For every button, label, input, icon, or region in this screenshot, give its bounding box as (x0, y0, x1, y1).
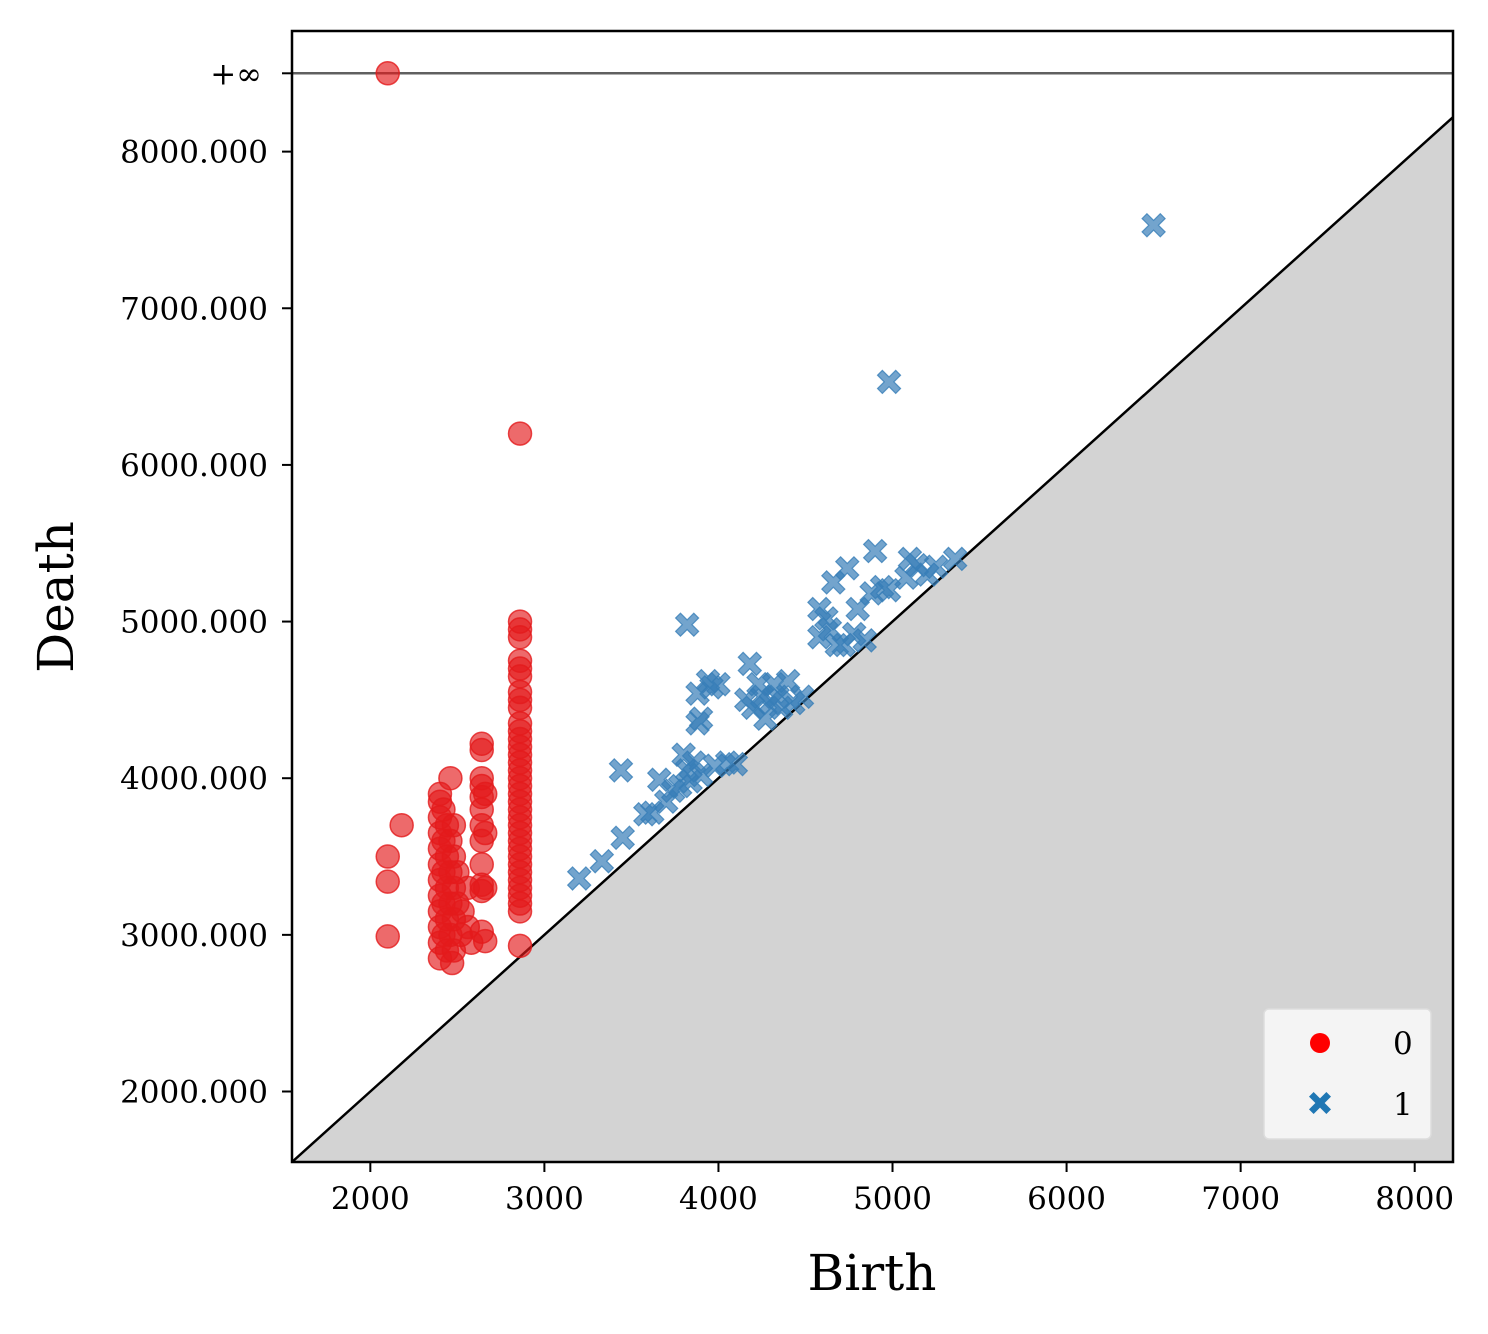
x-tick-label: 6000 (1027, 1181, 1106, 1217)
point-series-1 (1141, 212, 1166, 238)
point-series-0 (507, 624, 533, 650)
legend: 0 1 (1263, 1008, 1432, 1140)
point-series-1 (706, 671, 731, 697)
legend-label-0: 0 (1393, 1026, 1413, 1062)
point-series-0 (375, 924, 400, 949)
point-series-1 (610, 825, 636, 851)
point-series-0 (472, 875, 498, 901)
plot-frame (290, 29, 1455, 1164)
point-series-1 (566, 866, 592, 891)
point-series-1 (589, 848, 615, 874)
point-series-0 (375, 869, 400, 894)
point-series-1 (723, 751, 749, 777)
point-series-0 (389, 812, 414, 838)
point-series-0 (375, 61, 400, 86)
legend-box (1263, 1008, 1432, 1140)
x-tick-label: 3000 (505, 1181, 584, 1217)
axes: 2000 3000 4000 5000 6000 7000 8000 2000.000 3000… (120, 56, 1454, 1217)
point-series-1 (852, 628, 878, 653)
point-series-0 (507, 421, 533, 446)
y-tick-label: 4000.000 (120, 761, 268, 797)
legend-label-1: 1 (1393, 1087, 1413, 1123)
point-series-1 (862, 538, 888, 564)
point-series-0 (507, 933, 533, 959)
point-series-0 (469, 737, 494, 763)
point-series-0 (375, 844, 400, 869)
x-tick-label: 8000 (1375, 1181, 1454, 1217)
point-series-1 (834, 555, 860, 581)
point-series-1 (923, 554, 949, 580)
point-series-0 (469, 852, 494, 877)
y-axis-title: Death (27, 521, 85, 673)
legend-marker-1 (1309, 1092, 1331, 1114)
x-tick-label: 4000 (679, 1181, 758, 1217)
point-series-1 (789, 684, 815, 710)
y-tick-label: 7000.000 (120, 291, 268, 327)
x-axis-title: Birth (808, 1244, 937, 1302)
x-tick-label: 5000 (853, 1181, 932, 1217)
point-series-1 (688, 706, 714, 732)
point-series-0 (472, 820, 498, 846)
y-tick-label: 8000.000 (120, 135, 268, 171)
y-tick-label: 2000.000 (120, 1075, 268, 1111)
point-series-1 (737, 651, 763, 677)
y-tick-label: 5000.000 (120, 605, 268, 641)
point-series-1 (674, 612, 700, 638)
plot-area (292, 72, 1453, 1162)
point-series-0 (472, 928, 498, 954)
point-series-0 (438, 765, 463, 791)
point-series-1 (876, 369, 902, 395)
diagonal-line (292, 115, 1453, 1162)
point-series-0 (472, 781, 498, 807)
y-tick-label: 6000.000 (120, 448, 268, 484)
point-series-1 (608, 758, 634, 783)
x-tick-label: 7000 (1201, 1181, 1280, 1217)
points-layer (375, 61, 1166, 976)
point-series-0 (507, 899, 533, 924)
x-tick-label: 2000 (331, 1181, 410, 1217)
y-tick-label: 3000.000 (120, 918, 268, 954)
point-series-1 (942, 546, 968, 572)
point-series-0 (441, 812, 467, 838)
y-tick-label-infinity: +∞ (210, 56, 262, 92)
legend-marker-0 (1310, 1033, 1330, 1053)
